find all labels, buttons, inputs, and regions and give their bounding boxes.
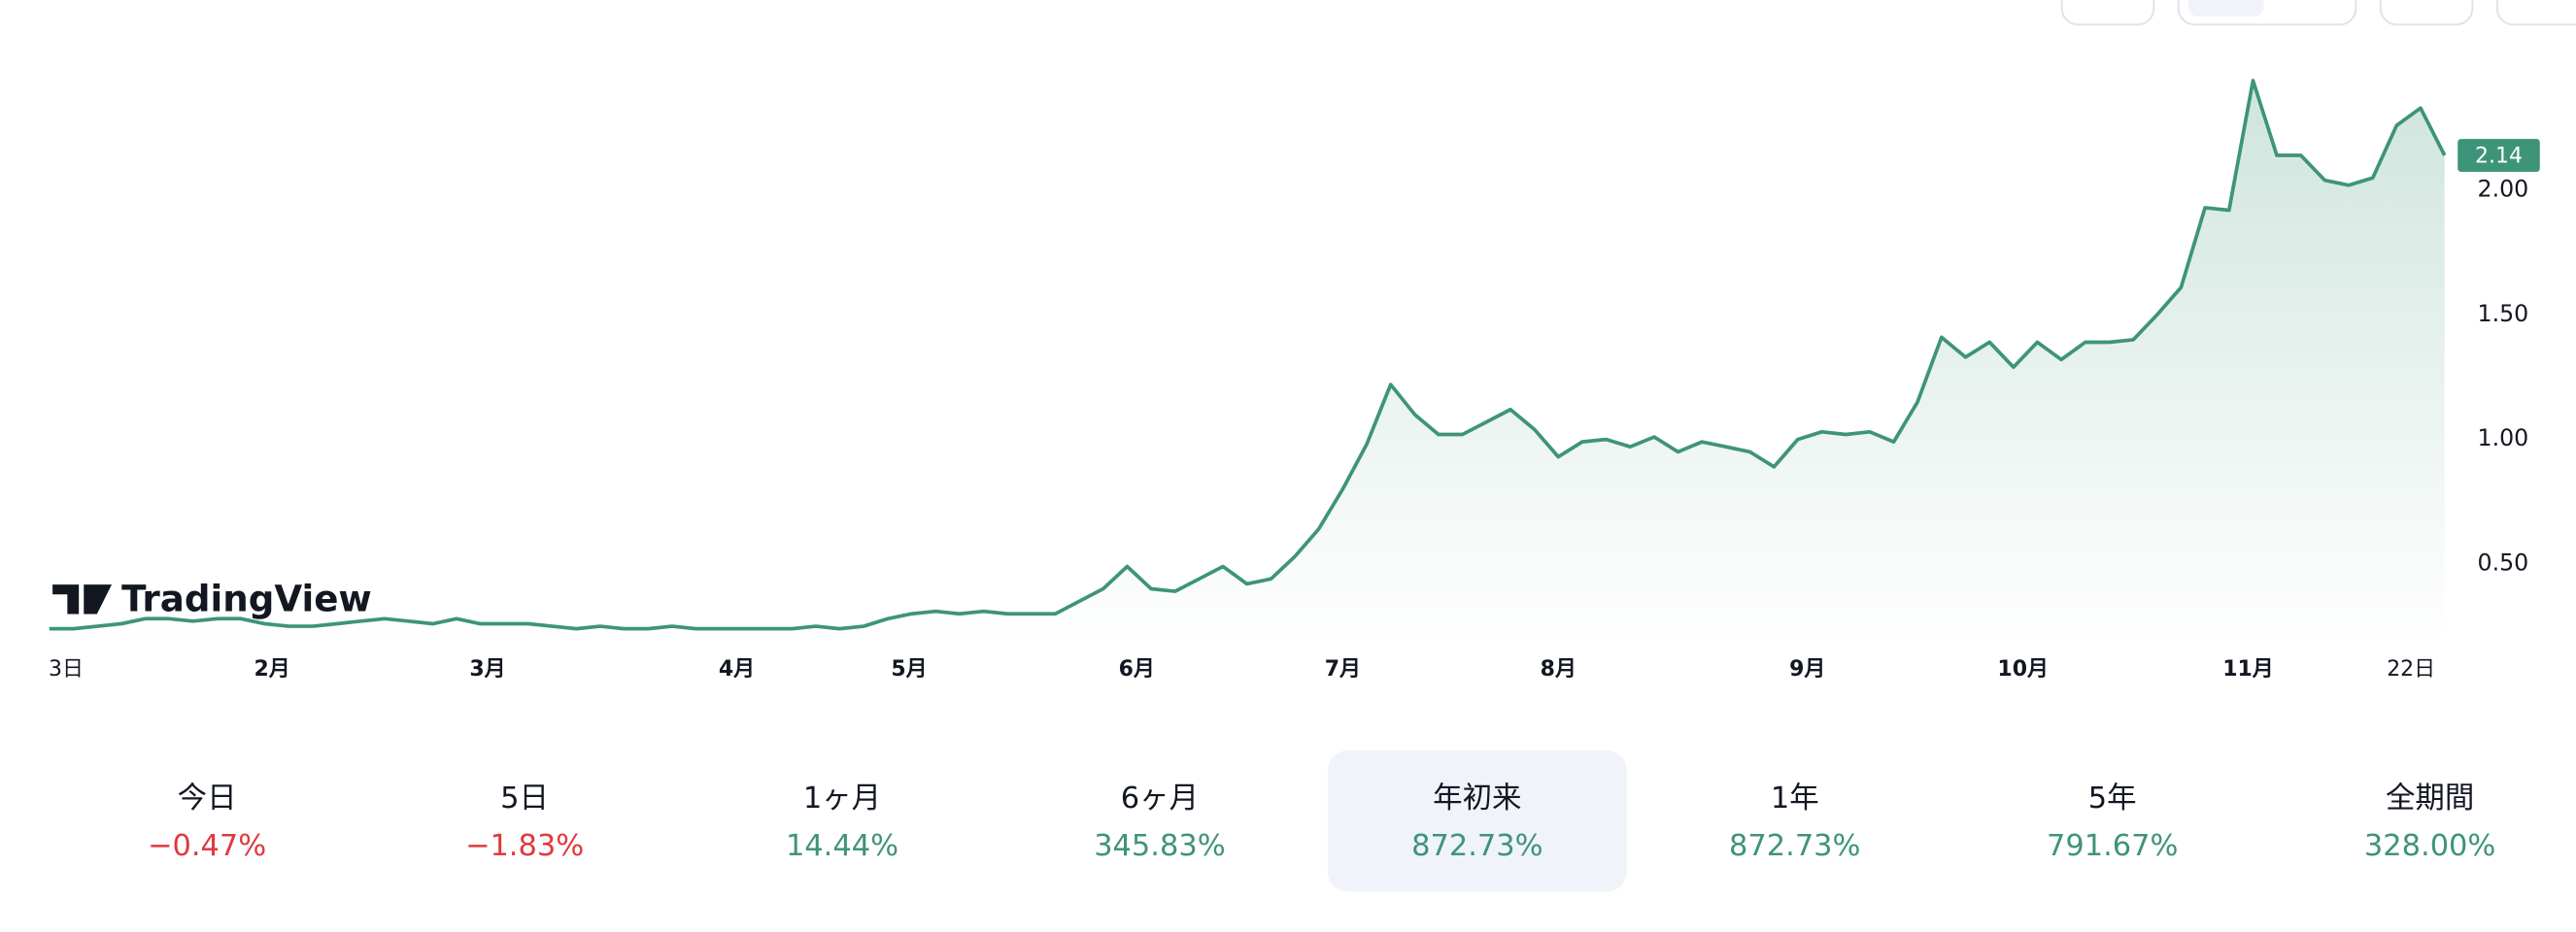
toolbar-button[interactable] xyxy=(2177,0,2357,26)
x-tick-label: 22日 xyxy=(2387,657,2435,682)
period-label: 全期間 xyxy=(2386,782,2474,816)
period-label: 今日 xyxy=(178,782,237,816)
period-button[interactable] xyxy=(1010,750,1309,891)
toolbar xyxy=(2060,0,2576,26)
period-button[interactable] xyxy=(1963,750,2262,891)
x-tick-label: 7月 xyxy=(1325,657,1361,682)
logo-icon xyxy=(52,584,113,615)
period-button[interactable] xyxy=(1645,750,1945,891)
toolbar-button-active xyxy=(2187,0,2264,17)
price-line xyxy=(49,79,2447,631)
x-tick-label: 6月 xyxy=(1119,657,1155,682)
logo-text: TradingView xyxy=(121,578,372,620)
period-change: 328.00% xyxy=(2364,829,2495,863)
area xyxy=(49,81,2445,645)
x-tick-label: 2月 xyxy=(254,657,289,682)
x-tick-label: 4月 xyxy=(719,657,755,682)
y-tick-label: 2.00 xyxy=(2478,175,2529,202)
x-tick-label: 3日 xyxy=(49,657,84,682)
period-label: 1年 xyxy=(1771,782,1819,816)
period-button[interactable] xyxy=(57,750,356,891)
period-label: 5日 xyxy=(500,782,549,816)
period-button[interactable] xyxy=(693,750,992,891)
toolbar-button[interactable] xyxy=(2060,0,2155,26)
period-change: −1.83% xyxy=(465,829,584,863)
period-change: −0.47% xyxy=(148,829,266,863)
period-label: 1ヶ月 xyxy=(803,782,881,816)
period-button[interactable] xyxy=(375,750,674,891)
x-tick-label: 9月 xyxy=(1789,657,1825,682)
period-label: 年初来 xyxy=(1433,782,1521,816)
x-tick-label: 11月 xyxy=(2222,657,2274,682)
period-selected-bg xyxy=(1327,749,1627,892)
last-price-badge xyxy=(2457,139,2540,172)
period-change: 345.83% xyxy=(1094,829,1225,863)
period-change: 791.67% xyxy=(2047,829,2178,863)
y-tick-label: 0.50 xyxy=(2478,549,2529,576)
period-button[interactable] xyxy=(1328,750,1627,891)
period-button[interactable] xyxy=(2281,750,2576,891)
last-price-label: 2.14 xyxy=(2475,145,2523,169)
x-tick-label: 8月 xyxy=(1541,657,1576,682)
toolbar-button[interactable] xyxy=(2379,0,2474,26)
x-tick-label: 5月 xyxy=(891,657,927,682)
y-tick-label: 1.00 xyxy=(2478,424,2529,451)
logo: TradingView xyxy=(52,578,372,620)
x-tick-label: 3月 xyxy=(469,657,505,682)
period-change: 872.73% xyxy=(1411,829,1542,863)
period-bar: 今日 −0.47% 5日 −1.83% 1ヶ月 14.44% 6ヶ月 345.83% 年初来 87… xyxy=(57,749,2576,892)
period-change: 14.44% xyxy=(786,829,898,863)
x-tick-label: 10月 xyxy=(1997,657,2049,682)
period-label: 5年 xyxy=(2088,782,2137,816)
toolbar-button[interactable] xyxy=(2495,0,2576,26)
period-label: 6ヶ月 xyxy=(1121,782,1199,816)
plot: 0.50 1.00 1.50 2.00 3日 2月 3月 4月 5月 6月 7月 8月 9月 10月 11月… xyxy=(49,79,2540,682)
period-change: 872.73% xyxy=(1729,829,1860,863)
y-tick-label: 1.50 xyxy=(2478,300,2529,327)
